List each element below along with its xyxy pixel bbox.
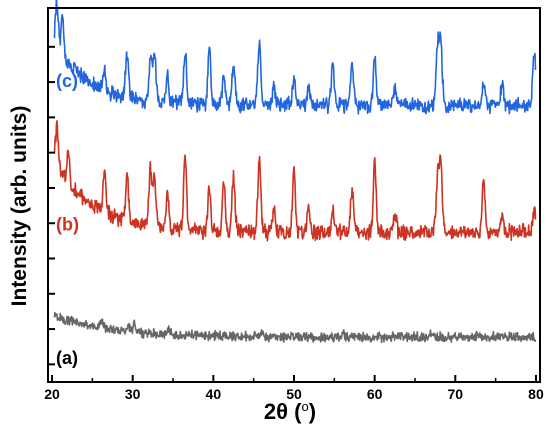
y-axis-title: Intensity (arb. units): [8, 106, 31, 307]
x-tick-label: 40: [206, 386, 222, 402]
x-axis-title-close: ): [309, 399, 316, 424]
x-axis-title-main: 2θ (: [264, 399, 302, 424]
series-line: [53, 311, 537, 344]
x-tick-label: 60: [367, 386, 383, 402]
series-label: (c): [56, 71, 78, 91]
series-line: [53, 0, 537, 115]
x-tick-label: 50: [286, 386, 302, 402]
series-label: (b): [56, 214, 79, 234]
series-label: (a): [56, 348, 78, 368]
x-tick-label: 70: [448, 386, 464, 402]
x-tick-label: 20: [44, 386, 60, 402]
series-labels: (a) (b) (c): [56, 71, 79, 368]
series-line: [53, 120, 537, 242]
series-layer: [53, 0, 537, 344]
plot-frame: [47, 7, 541, 383]
x-axis-title-unit: o: [302, 399, 309, 414]
x-axis-ticks: 20 30 40 50 60 70 80: [44, 375, 544, 402]
x-tick-label: 30: [125, 386, 141, 402]
y-axis-ticks: [48, 45, 55, 366]
x-axis-title: 2θ (o): [264, 399, 316, 424]
x-tick-label: 80: [528, 386, 544, 402]
